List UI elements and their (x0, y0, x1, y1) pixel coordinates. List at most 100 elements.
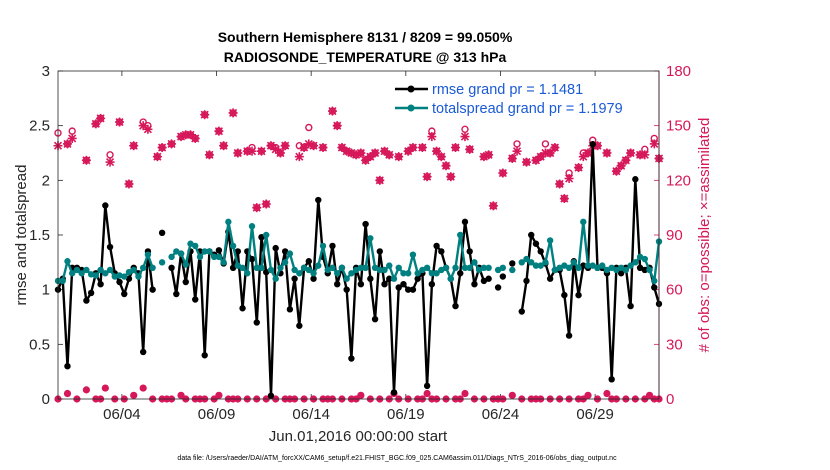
series-point (78, 270, 85, 277)
obs-assimilated-marker (67, 133, 77, 143)
series-line-segment (170, 250, 215, 357)
series-point (64, 363, 71, 370)
series-point (575, 291, 582, 299)
series-point (348, 270, 355, 277)
obs-assimilated-marker (143, 124, 153, 134)
right-tick-label: 180 (666, 63, 691, 80)
series-point (229, 242, 237, 250)
obs-assimilated-marker (408, 143, 418, 153)
series-point (428, 281, 436, 288)
x-tick-label: 06/19 (387, 406, 425, 423)
series-point (622, 266, 630, 274)
series-point (144, 251, 152, 258)
series-point (315, 196, 322, 204)
legend-rmse-marker (407, 85, 415, 93)
series-point (310, 275, 317, 282)
obs-assimilated-marker (219, 141, 229, 151)
series-point (196, 253, 204, 261)
series-point (390, 275, 398, 282)
obs-assimilated-marker (465, 144, 475, 154)
series-point (565, 332, 573, 339)
series-point (73, 266, 81, 274)
obs-assimilated-marker (550, 143, 560, 153)
series-point (272, 275, 279, 282)
series-point (286, 306, 294, 313)
obs-assimilated-marker (507, 153, 517, 163)
series-point (651, 284, 658, 291)
series-point (471, 281, 478, 288)
series-point (106, 266, 114, 274)
series-point (310, 270, 317, 277)
series-point (447, 275, 454, 282)
series-point (438, 248, 445, 255)
series-point (168, 264, 175, 271)
series-point (528, 259, 535, 266)
series-point (315, 262, 322, 269)
series-point (433, 242, 440, 250)
series-point (400, 281, 407, 288)
series-point (263, 231, 270, 239)
series-point (83, 297, 90, 304)
obs-assimilated-marker (649, 139, 659, 149)
series-point (523, 255, 530, 263)
obs-assimilated-marker (640, 150, 650, 160)
series-point (428, 270, 436, 277)
left-tick-label: 3 (42, 63, 50, 80)
series-point (182, 261, 189, 268)
obs-assimilated-marker (280, 141, 290, 151)
series-point (253, 264, 260, 271)
obs-assimilated-marker (583, 148, 593, 158)
series-point (414, 270, 421, 277)
obs-assimilated-marker (555, 179, 565, 189)
obs-assimilated-marker (327, 106, 337, 116)
series-point (423, 382, 431, 390)
obs-count-point (357, 391, 365, 399)
series-point (139, 348, 147, 356)
series-point (116, 278, 123, 286)
series-point (334, 270, 341, 277)
series-point (641, 255, 649, 263)
series-point (215, 253, 223, 261)
series-point (381, 266, 388, 274)
obs-assimilated-marker (512, 146, 522, 156)
series-point (201, 248, 208, 255)
left-tick-label: 2 (42, 172, 50, 189)
obs-assimilated-marker (105, 157, 115, 167)
obs-assimilated-marker (394, 152, 404, 162)
series-point (518, 308, 525, 315)
series-point (296, 270, 303, 277)
series-point (599, 262, 606, 269)
series-point (329, 264, 336, 271)
series-point (87, 289, 95, 297)
series-point (234, 248, 242, 255)
obs-assimilated-marker (252, 203, 262, 213)
series-point (367, 275, 374, 282)
obs-assimilated-marker (309, 141, 319, 151)
series-point (210, 253, 218, 261)
obs-count-point (82, 386, 90, 394)
series-point (423, 264, 431, 271)
series-point (390, 389, 398, 396)
series-point (192, 296, 199, 303)
series-point (253, 319, 260, 326)
y-axis-label-right: # of obs: o=possible; ×=assimilated (696, 118, 713, 353)
right-tick-label: 60 (666, 282, 683, 299)
series-point (239, 305, 246, 312)
series-point (281, 259, 289, 266)
series-point (457, 270, 464, 277)
series-point (589, 141, 596, 148)
right-axis-ticks: 0 30 60 90 120 150 180 (654, 63, 691, 408)
series-point (201, 352, 208, 359)
obs-assimilated-marker (564, 174, 574, 184)
series-point (485, 275, 492, 282)
obs-assimilated-marker (318, 143, 328, 153)
obs-assimilated-marker (441, 161, 451, 171)
series-point (452, 264, 459, 271)
obs-assimilated-marker (621, 155, 631, 165)
series-point (286, 250, 294, 257)
obs-assimilated-marker (294, 152, 304, 162)
series-point (177, 250, 185, 257)
series-point (272, 244, 279, 252)
series-point (192, 242, 199, 250)
